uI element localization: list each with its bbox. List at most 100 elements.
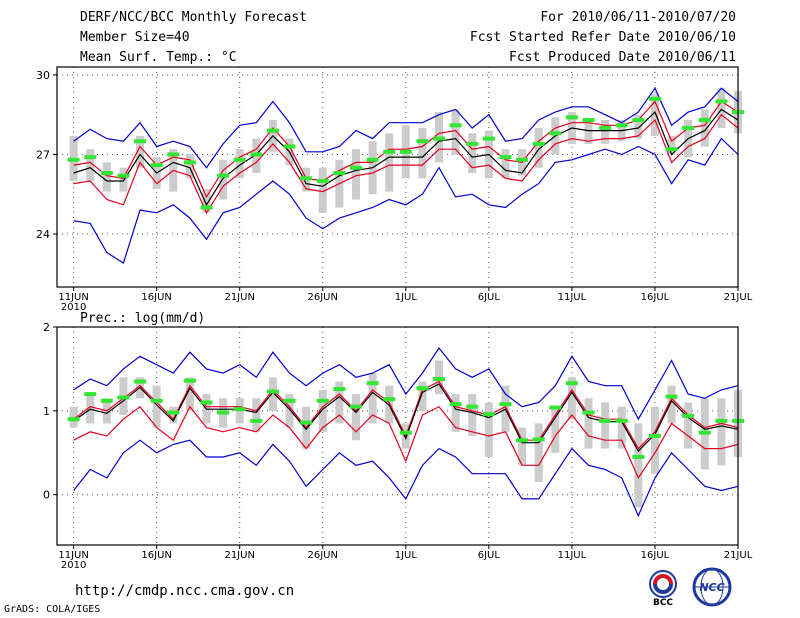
x-tick-label: 21JUN (224, 292, 254, 303)
forecast-marker (250, 418, 263, 423)
spread-box (418, 127, 427, 179)
forecast-marker (416, 139, 429, 144)
spread-box (617, 406, 626, 449)
forecast-marker (67, 157, 80, 162)
forecast-marker (333, 387, 346, 392)
spread-box (368, 373, 377, 424)
y-tick-label: 30 (36, 69, 50, 82)
spread-box (650, 406, 659, 474)
forecast-marker (715, 99, 728, 104)
x-tick-label: 6JUL (478, 292, 501, 303)
forecast-marker (482, 412, 495, 417)
y-tick-label: 27 (36, 148, 50, 161)
x-tick-label: 21JUN (224, 550, 254, 561)
series-line-max (73, 86, 739, 169)
spread-box (185, 154, 194, 179)
forecast-marker (84, 392, 97, 397)
forecast-marker (183, 160, 196, 165)
y-tick-label: 2 (43, 321, 50, 334)
series-line-min (73, 439, 739, 518)
forecast-marker (283, 144, 296, 149)
x-tick-label: 11JUN (58, 292, 88, 303)
series-line-mean (73, 383, 739, 453)
temperature-panel: 24 27 30 11JUN 16JUN 21JUN 26JUN 1JUL 6JUL 11JUL 1… (36, 66, 753, 313)
fcst-started-date: Fcst Started Refer Date 2010/06/10 (469, 30, 736, 45)
member-size: Member Size=40 (80, 30, 190, 45)
forecast-marker (433, 376, 446, 381)
spread-box (318, 389, 327, 432)
x-tick-label: 21JUL (724, 292, 753, 303)
spread-box (285, 394, 294, 428)
spread-box (584, 120, 593, 144)
x-tick-label: 11JUL (558, 550, 587, 561)
x-tick-label: 1JUL (395, 550, 418, 561)
bcc-logo-text: BCC (653, 598, 673, 607)
spread-box (534, 127, 543, 168)
forecast-marker (134, 139, 147, 144)
spread-box (202, 188, 211, 213)
spread-box (418, 381, 427, 411)
forecast-marker (399, 430, 412, 435)
x-tick-label: 21JUL (724, 550, 753, 561)
forecast-marker (250, 152, 263, 157)
x-tick-label: 16JUN (141, 292, 171, 303)
forecast-marker (499, 155, 512, 160)
forecast-marker (183, 378, 196, 383)
spread-box (351, 149, 360, 200)
forecast-marker (715, 418, 728, 423)
series-line-mean-plus (73, 380, 739, 450)
spread-box (152, 385, 161, 428)
spread-box (252, 398, 261, 432)
spread-box (219, 159, 228, 200)
series-line-mean-minus (73, 405, 739, 480)
spread-box (567, 377, 576, 420)
spread-box (634, 114, 643, 139)
forecast-marker (565, 381, 578, 386)
series-line-mean-minus (73, 113, 739, 215)
forecast-marker (349, 404, 362, 409)
forecast-marker (383, 149, 396, 154)
forecast-marker (565, 115, 578, 120)
forecast-marker (117, 395, 130, 400)
forecast-marker (416, 386, 429, 391)
forecast-marker (615, 123, 628, 128)
forecast-marker (266, 128, 279, 133)
forecast-marker (532, 437, 545, 442)
forecast-marker (100, 171, 113, 176)
forecast-marker (582, 410, 595, 415)
spread-box (584, 398, 593, 449)
x-tick-label: 26JUN (308, 550, 338, 561)
fcst-produced-date: Fcst Produced Date 2010/06/11 (509, 50, 736, 65)
forecast-marker (217, 173, 230, 178)
spread-box (69, 406, 78, 428)
forecast-marker (615, 418, 628, 423)
spread-box (185, 377, 194, 411)
forecast-marker (233, 157, 246, 162)
forecast-marker (549, 131, 562, 136)
plot-frame (56, 66, 739, 288)
source-url[interactable]: http://cmdp.ncc.cma.gov.cn (75, 583, 295, 599)
spread-box (700, 109, 709, 147)
forecast-marker (433, 136, 446, 141)
spread-box (268, 377, 277, 411)
spread-box (717, 88, 726, 128)
spread-box (484, 402, 493, 457)
forecast-marker (67, 417, 80, 422)
ncc-logo: NCC (692, 567, 732, 607)
x-tick-label: 11JUN (58, 550, 88, 561)
forecast-marker (366, 381, 379, 386)
forecast-marker (300, 176, 313, 181)
forecast-marker (167, 152, 180, 157)
spread-box (86, 149, 95, 181)
forecast-marker (499, 402, 512, 407)
spread-box (667, 385, 676, 424)
forecast-marker (316, 398, 329, 403)
spread-box (601, 120, 610, 144)
spread-box (335, 381, 344, 424)
forecast-marker (349, 165, 362, 170)
forecast-marker (300, 420, 313, 425)
spread-box (667, 135, 676, 155)
forecast-marker (383, 397, 396, 402)
forecast-marker (682, 125, 695, 130)
forecast-marker (582, 118, 595, 123)
